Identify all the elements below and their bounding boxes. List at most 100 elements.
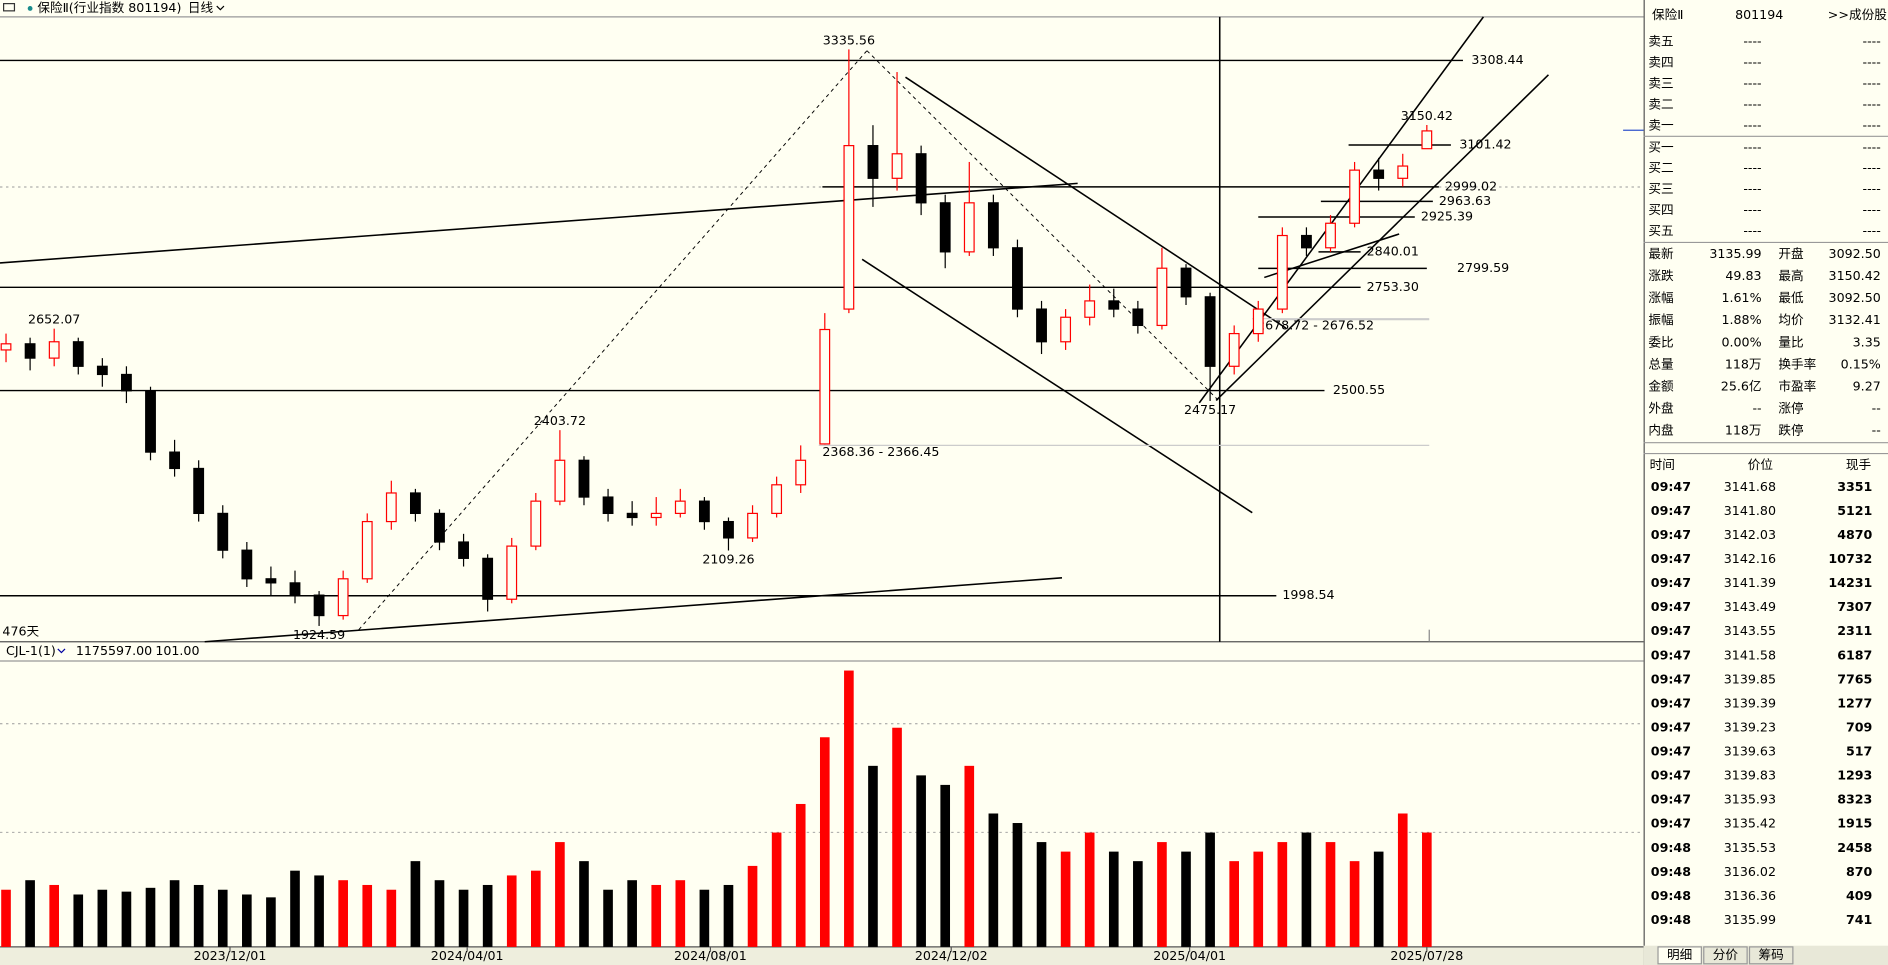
stat-label: 内盘 [1648, 423, 1674, 438]
stat-label: 总量 [1648, 356, 1674, 371]
candle-body [385, 492, 397, 523]
volume-bar [1349, 861, 1360, 947]
gap-label: 2368.36 - 2366.45 [822, 444, 939, 459]
book-volume: ---- [1863, 181, 1881, 196]
trade-price: 3141.80 [1724, 503, 1776, 518]
volume-bar [434, 880, 445, 947]
candle-body [1036, 308, 1047, 343]
stat-label: 最低 [1778, 290, 1804, 305]
candle-body [1180, 267, 1192, 298]
candle-body [578, 459, 590, 498]
volume-bar [25, 880, 35, 947]
book-volume: ---- [1863, 160, 1881, 175]
candle-body [602, 496, 614, 515]
stat-label: 委比 [1648, 334, 1673, 349]
trade-price: 3142.16 [1724, 551, 1776, 566]
trade-time: 09:47 [1651, 623, 1691, 638]
stat-value: -- [1872, 401, 1881, 416]
gap-label: 2678.72 - 2676.52 [1257, 317, 1374, 332]
stat-value: 3092.50 [1829, 246, 1881, 261]
stat-label: 市盈率 [1778, 378, 1816, 393]
trade-price: 3135.53 [1724, 840, 1776, 855]
extreme-label: 2109.26 [702, 552, 754, 567]
candle-body [0, 343, 12, 351]
x-tick-label: 2025/04/01 [1153, 948, 1226, 963]
candle-body [1301, 234, 1312, 249]
candle-body [96, 365, 108, 376]
book-label: 买五 [1648, 223, 1673, 238]
constituents-link[interactable]: >>成份股 [1828, 7, 1887, 22]
trend-line [861, 258, 1253, 514]
volume-bar [651, 884, 662, 947]
volume-bar [49, 884, 59, 947]
candle-body [650, 512, 662, 519]
volume-bar [362, 884, 373, 947]
book-label: 买四 [1648, 202, 1673, 217]
date-axis-strip [0, 946, 1644, 965]
candle-body [554, 459, 566, 502]
stat-label: 跌停 [1778, 423, 1803, 438]
candle-body [265, 578, 277, 584]
trade-price: 3139.39 [1724, 695, 1776, 710]
trade-volume: 8323 [1837, 792, 1872, 807]
volume-bar [892, 727, 902, 947]
stat-value: -- [1752, 401, 1761, 416]
period[interactable]: 日线 [188, 0, 214, 15]
stat-value: 3132.41 [1829, 312, 1881, 327]
extreme-label: 2475.17 [1184, 402, 1236, 417]
trade-price: 3135.42 [1724, 816, 1776, 831]
volume-bar [506, 875, 517, 947]
candle-body [482, 557, 494, 600]
stat-label: 涨幅 [1648, 290, 1674, 305]
trade-price: 3136.36 [1724, 888, 1776, 903]
trade-time: 09:47 [1651, 647, 1691, 662]
book-price: ---- [1743, 97, 1761, 112]
volume-bar [627, 880, 637, 947]
stat-value: 25.6亿 [1721, 378, 1762, 393]
candle-body [771, 484, 783, 515]
candle-body [1397, 165, 1409, 179]
book-label: 买二 [1648, 160, 1673, 175]
trend-line [905, 76, 1287, 329]
tab[interactable] [1657, 946, 1702, 965]
trade-time: 09:48 [1651, 912, 1691, 927]
trade-time: 09:47 [1651, 503, 1691, 518]
candle-body [1084, 300, 1096, 318]
level-label: 3308.44 [1471, 52, 1523, 67]
trade-time: 09:47 [1651, 551, 1691, 566]
candle-body [506, 545, 518, 600]
book-volume: ---- [1863, 139, 1881, 154]
level-label: 2840.01 [1367, 243, 1419, 258]
level-label: 2799.59 [1457, 260, 1509, 275]
stat-value: 1.61% [1721, 290, 1761, 305]
trade-time: 09:47 [1651, 768, 1691, 783]
tab[interactable] [1703, 946, 1748, 965]
level-label: 2753.30 [1367, 279, 1419, 294]
book-label: 买三 [1648, 181, 1673, 196]
book-label: 卖三 [1648, 76, 1673, 91]
book-price: ---- [1743, 202, 1761, 217]
tab-label[interactable]: 明细 [1667, 947, 1692, 962]
volume-bar [579, 861, 589, 947]
header-dot [27, 6, 33, 11]
tab-label[interactable]: 分价 [1713, 947, 1739, 962]
book-volume: ---- [1863, 223, 1881, 238]
trade-volume: 709 [1846, 719, 1872, 734]
book-label: 卖五 [1648, 34, 1673, 49]
trade-time: 09:48 [1651, 864, 1691, 879]
trade-time: 09:47 [1651, 527, 1691, 542]
stat-label: 外盘 [1648, 401, 1674, 416]
stat-label: 振幅 [1648, 312, 1674, 327]
tab-label[interactable]: 筹码 [1759, 947, 1784, 962]
volume-bar [1253, 851, 1264, 947]
trade-time: 09:47 [1651, 695, 1691, 710]
stat-value: 3.35 [1853, 334, 1881, 349]
tab[interactable] [1748, 946, 1794, 965]
header-icon [3, 3, 16, 12]
x-tick-label: 2025/07/28 [1390, 948, 1463, 963]
stat-label: 均价 [1778, 312, 1804, 327]
trade-price: 3139.85 [1724, 671, 1776, 686]
dropdown-arrow [216, 5, 225, 11]
extreme-label: 2403.72 [534, 413, 586, 428]
